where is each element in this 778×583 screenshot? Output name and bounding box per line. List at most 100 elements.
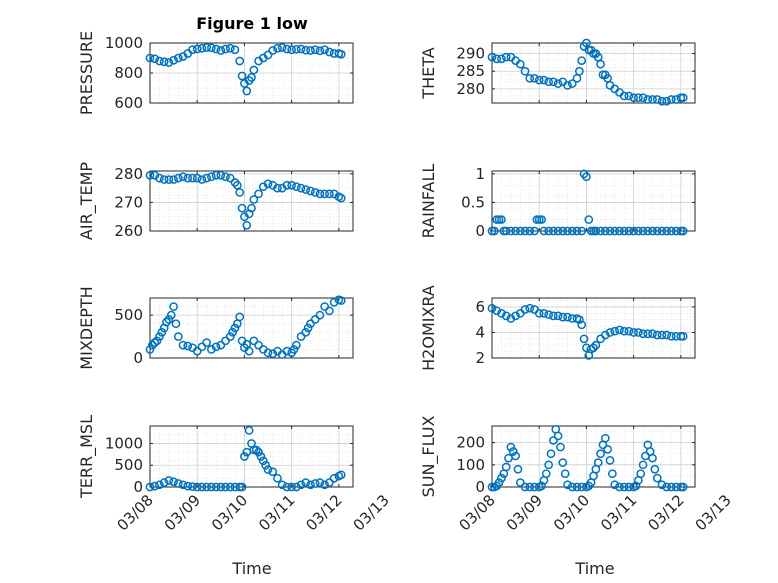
data-point <box>615 325 624 335</box>
data-point <box>567 79 577 88</box>
data-point <box>610 226 620 236</box>
panel-mixdepth: 0 500 MIXDEPTH <box>77 286 354 370</box>
data-point <box>553 79 563 88</box>
data-point <box>629 328 638 337</box>
data-point <box>188 482 197 491</box>
data-point <box>563 81 572 90</box>
y-tick-label: 1000 <box>105 34 143 52</box>
data-point <box>173 479 183 488</box>
data-point <box>544 226 554 236</box>
data-point <box>497 308 506 318</box>
data-point <box>657 226 667 236</box>
data-point <box>173 332 183 341</box>
data-point <box>494 478 504 487</box>
data-point <box>574 315 584 325</box>
data-point <box>553 431 563 441</box>
data-point <box>525 303 535 313</box>
data-point <box>183 481 193 491</box>
data-point <box>615 226 624 236</box>
data-point <box>202 173 212 183</box>
data-point <box>560 469 570 479</box>
data-point <box>678 226 688 236</box>
data-point <box>296 480 306 490</box>
data-point <box>662 226 672 236</box>
data-point <box>648 329 657 339</box>
data-point <box>247 203 256 213</box>
data-point <box>582 172 591 182</box>
y-tick-label: 1000 <box>105 434 143 452</box>
data-point <box>291 182 301 192</box>
data-point <box>325 47 334 57</box>
data-point <box>207 43 216 53</box>
data-point <box>619 226 629 236</box>
data-point <box>150 481 160 491</box>
data-point <box>657 330 667 340</box>
data-point <box>320 189 330 199</box>
data-point <box>501 52 511 62</box>
data-point <box>159 57 169 67</box>
data-point <box>638 226 648 236</box>
data-point <box>657 480 667 490</box>
data-point <box>520 482 530 492</box>
data-point <box>237 203 247 213</box>
data-point <box>249 195 259 204</box>
data-point <box>242 86 252 96</box>
panel-terr-msl: 0 500 1000 03/08 03/09 03/10 03/11 03/12 03/13 TE… <box>77 415 393 534</box>
data-point <box>652 226 662 236</box>
data-point <box>497 473 506 483</box>
data-point <box>636 469 646 479</box>
data-point <box>525 73 535 83</box>
data-point <box>145 482 155 492</box>
data-point <box>291 44 301 54</box>
x-tick-label: 03/12 <box>302 491 345 534</box>
data-point <box>643 329 653 339</box>
data-point <box>221 482 230 492</box>
data-point <box>235 312 245 322</box>
data-point <box>633 93 643 103</box>
data-point <box>289 345 299 354</box>
data-point <box>225 482 235 492</box>
data-point <box>541 469 551 479</box>
y-tick-label: 280 <box>114 165 143 183</box>
data-point <box>247 73 256 82</box>
data-point <box>202 482 212 492</box>
data-point <box>178 480 188 490</box>
data-point <box>520 226 530 236</box>
data-point <box>678 482 688 492</box>
data-point <box>169 55 178 65</box>
plot-area <box>150 426 353 487</box>
data-point <box>188 45 197 55</box>
data-point <box>261 460 271 470</box>
y-tick-label: 100 <box>456 456 485 474</box>
data-point <box>667 482 676 492</box>
data-point <box>615 482 624 492</box>
data-point <box>301 327 311 337</box>
data-point <box>657 96 667 106</box>
data-point <box>577 56 587 65</box>
data-point <box>171 319 181 329</box>
data-point <box>225 332 235 341</box>
data-point <box>183 341 193 351</box>
y-tick-label: 0 <box>133 349 143 367</box>
data-point <box>515 478 525 487</box>
data-point <box>662 482 672 492</box>
data-point <box>513 464 523 474</box>
data-point <box>216 482 226 492</box>
data-point <box>296 332 306 341</box>
data-point <box>211 482 221 492</box>
data-point <box>662 96 672 106</box>
x-tick-label: 03/09 <box>503 491 546 534</box>
data-point <box>629 226 638 236</box>
data-point <box>192 482 202 492</box>
data-point <box>501 311 511 321</box>
data-point <box>173 173 183 183</box>
data-point <box>492 54 502 64</box>
data-point <box>320 302 330 311</box>
data-point <box>591 340 601 350</box>
data-point <box>216 170 226 180</box>
data-point <box>166 310 176 320</box>
data-point <box>563 312 572 322</box>
data-point <box>648 95 657 104</box>
y-tick-label: 0.5 <box>461 193 485 211</box>
